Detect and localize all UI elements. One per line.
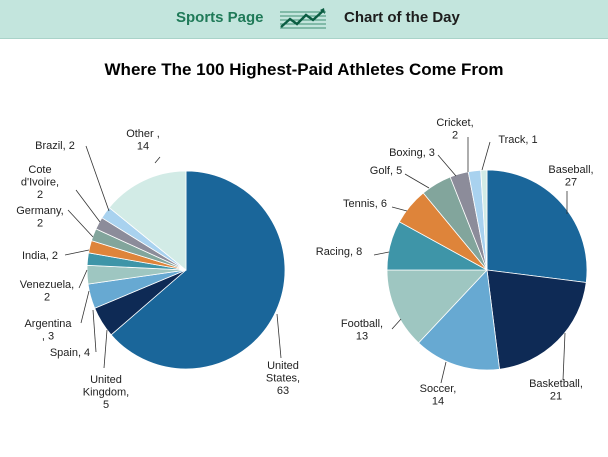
leader-line-spain xyxy=(92,309,97,353)
leader-line-basketball xyxy=(562,332,566,381)
leader-line-united-states xyxy=(276,313,282,359)
slice-label-spain: Spain, 4 xyxy=(50,347,90,359)
slice-label-golf: Golf, 5 xyxy=(370,165,402,177)
pie-slice-sports-track xyxy=(480,169,488,271)
leader-line-boxing xyxy=(437,154,457,177)
leader-line-tennis xyxy=(391,206,408,212)
sports-page-label[interactable]: Sports Page xyxy=(176,9,264,26)
slice-label-cricket: Cricket, 2 xyxy=(436,117,473,142)
slice-label-basketball: Basketball, 21 xyxy=(529,378,583,403)
slice-label-brazil: Brazil, 2 xyxy=(35,140,75,152)
pie-slice-sports-basketball xyxy=(486,269,587,370)
slice-label-racing: Racing, 8 xyxy=(316,246,362,258)
slice-label-germany: Germany, 2 xyxy=(16,205,63,230)
slice-label-soccer: Soccer, 14 xyxy=(420,383,457,408)
slice-label-united-states: United States, 63 xyxy=(266,360,300,397)
leader-line-india xyxy=(64,249,90,256)
slice-label-united-kingdom: United Kingdom, 5 xyxy=(83,374,129,411)
pie-slice-sports-baseball xyxy=(486,169,588,283)
slice-label-baseball: Baseball, 27 xyxy=(548,164,593,189)
header-banner: Sports Page Chart of the Day xyxy=(0,0,608,39)
leader-line-venezuela xyxy=(78,269,88,289)
leader-line-other xyxy=(154,156,161,164)
pie-slice-sports-football xyxy=(386,269,488,344)
slice-label-cote-d-ivoire: Cote d'Ivoire, 2 xyxy=(21,164,59,201)
leader-line-football xyxy=(391,318,402,330)
trend-chart-icon xyxy=(278,6,328,32)
slice-label-india: India, 2 xyxy=(22,250,58,262)
slice-label-tennis: Tennis, 6 xyxy=(343,198,387,210)
slice-label-boxing: Boxing, 3 xyxy=(389,147,435,159)
leader-line-argentina xyxy=(80,290,90,324)
slice-label-track: Track, 1 xyxy=(498,134,537,146)
pie-slice-countries-other xyxy=(108,170,187,271)
slice-label-venezuela: Venezuela, 2 xyxy=(20,279,74,304)
leader-line-track xyxy=(481,141,491,171)
leader-line-cote-d-ivoire xyxy=(75,189,101,223)
pie-slice-countries-united-states xyxy=(110,170,286,370)
leader-line-brazil xyxy=(85,145,110,212)
slice-label-other: Other , 14 xyxy=(126,128,160,153)
leader-line-soccer xyxy=(440,361,447,384)
pie-slice-sports-soccer xyxy=(417,269,500,371)
chart-of-the-day-label: Chart of the Day xyxy=(344,9,460,26)
leader-line-racing xyxy=(373,251,390,256)
leader-line-germany xyxy=(67,209,94,238)
slice-label-football: Football, 13 xyxy=(341,318,383,343)
chart-title: Where The 100 Highest-Paid Athletes Come… xyxy=(104,60,504,79)
leader-line-united-kingdom xyxy=(103,329,108,369)
slice-label-argentina: Argentina, 3 xyxy=(24,318,72,343)
leader-line-golf xyxy=(404,173,430,189)
